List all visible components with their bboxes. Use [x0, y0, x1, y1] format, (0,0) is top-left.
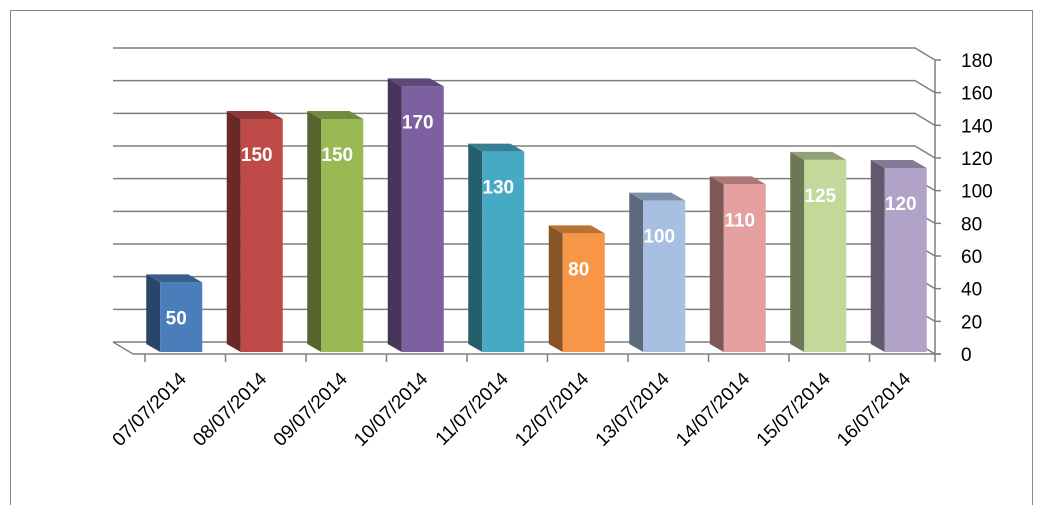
bar-side: [307, 111, 322, 352]
bar: [401, 86, 444, 352]
y-tick-label: 60: [961, 247, 982, 268]
bar-top: [629, 192, 686, 201]
data-label: 110: [724, 210, 755, 231]
data-label: 100: [643, 227, 675, 248]
y-tick-label: 160: [961, 84, 993, 105]
bar-side: [387, 78, 402, 352]
bar-side: [146, 274, 161, 352]
bar-side: [468, 143, 483, 352]
bar-top: [387, 78, 444, 87]
bar: [723, 184, 766, 352]
y-tick-label: 120: [961, 149, 993, 170]
bar-side: [790, 151, 805, 352]
chart-frame: [10, 10, 1033, 505]
gridline: [113, 145, 936, 159]
x-tick-label: 08/07/2014: [189, 368, 271, 450]
floor-edge: [112, 341, 134, 355]
bar-top: [548, 225, 605, 234]
bar-top: [870, 160, 927, 168]
y-tick-label: 80: [961, 214, 982, 235]
bar-top: [146, 274, 203, 283]
bar: [160, 282, 203, 352]
bar-top: [226, 111, 283, 119]
bar: [240, 119, 283, 352]
bar: [482, 151, 525, 352]
bar-side: [629, 192, 644, 352]
x-tick-label: 10/07/2014: [350, 368, 432, 450]
bar-top: [709, 176, 766, 185]
data-label: 130: [482, 178, 514, 199]
data-label: 50: [166, 308, 187, 329]
data-label: 120: [885, 194, 917, 215]
bar: [321, 119, 364, 352]
bar-side: [226, 111, 241, 352]
data-label: 150: [241, 145, 273, 166]
bar: [804, 159, 847, 352]
bar: [643, 200, 686, 352]
bar-top: [307, 111, 364, 119]
x-tick-label: 12/07/2014: [511, 368, 593, 450]
gridline: [113, 79, 936, 94]
bar-top: [790, 151, 847, 160]
x-tick-label: 15/07/2014: [753, 368, 835, 450]
y-tick-label: 140: [961, 116, 993, 137]
data-label: 170: [402, 112, 434, 133]
x-tick-label: 07/07/2014: [109, 368, 191, 450]
bar-side: [548, 225, 563, 352]
bar-top: [468, 143, 525, 152]
y-tick-label: 20: [961, 312, 982, 333]
y-tick-label: 100: [961, 182, 993, 203]
x-tick-label: 13/07/2014: [592, 368, 674, 450]
data-label: 80: [568, 259, 589, 280]
y-tick-label: 0: [961, 345, 972, 366]
gridline: [113, 112, 936, 126]
x-tick-label: 09/07/2014: [270, 368, 352, 450]
x-tick-label: 16/07/2014: [833, 368, 915, 450]
bar: [884, 168, 927, 352]
x-tick-label: 11/07/2014: [432, 368, 513, 449]
bar: [562, 233, 605, 352]
data-label: 125: [804, 186, 836, 207]
bar-side: [709, 176, 724, 352]
data-label: 150: [321, 145, 353, 166]
x-tick-label: 14/07/2014: [672, 368, 754, 450]
bar-side: [870, 160, 885, 352]
y-tick-label: 180: [961, 51, 993, 72]
y-tick-label: 40: [961, 280, 982, 301]
gridline: [113, 47, 936, 61]
